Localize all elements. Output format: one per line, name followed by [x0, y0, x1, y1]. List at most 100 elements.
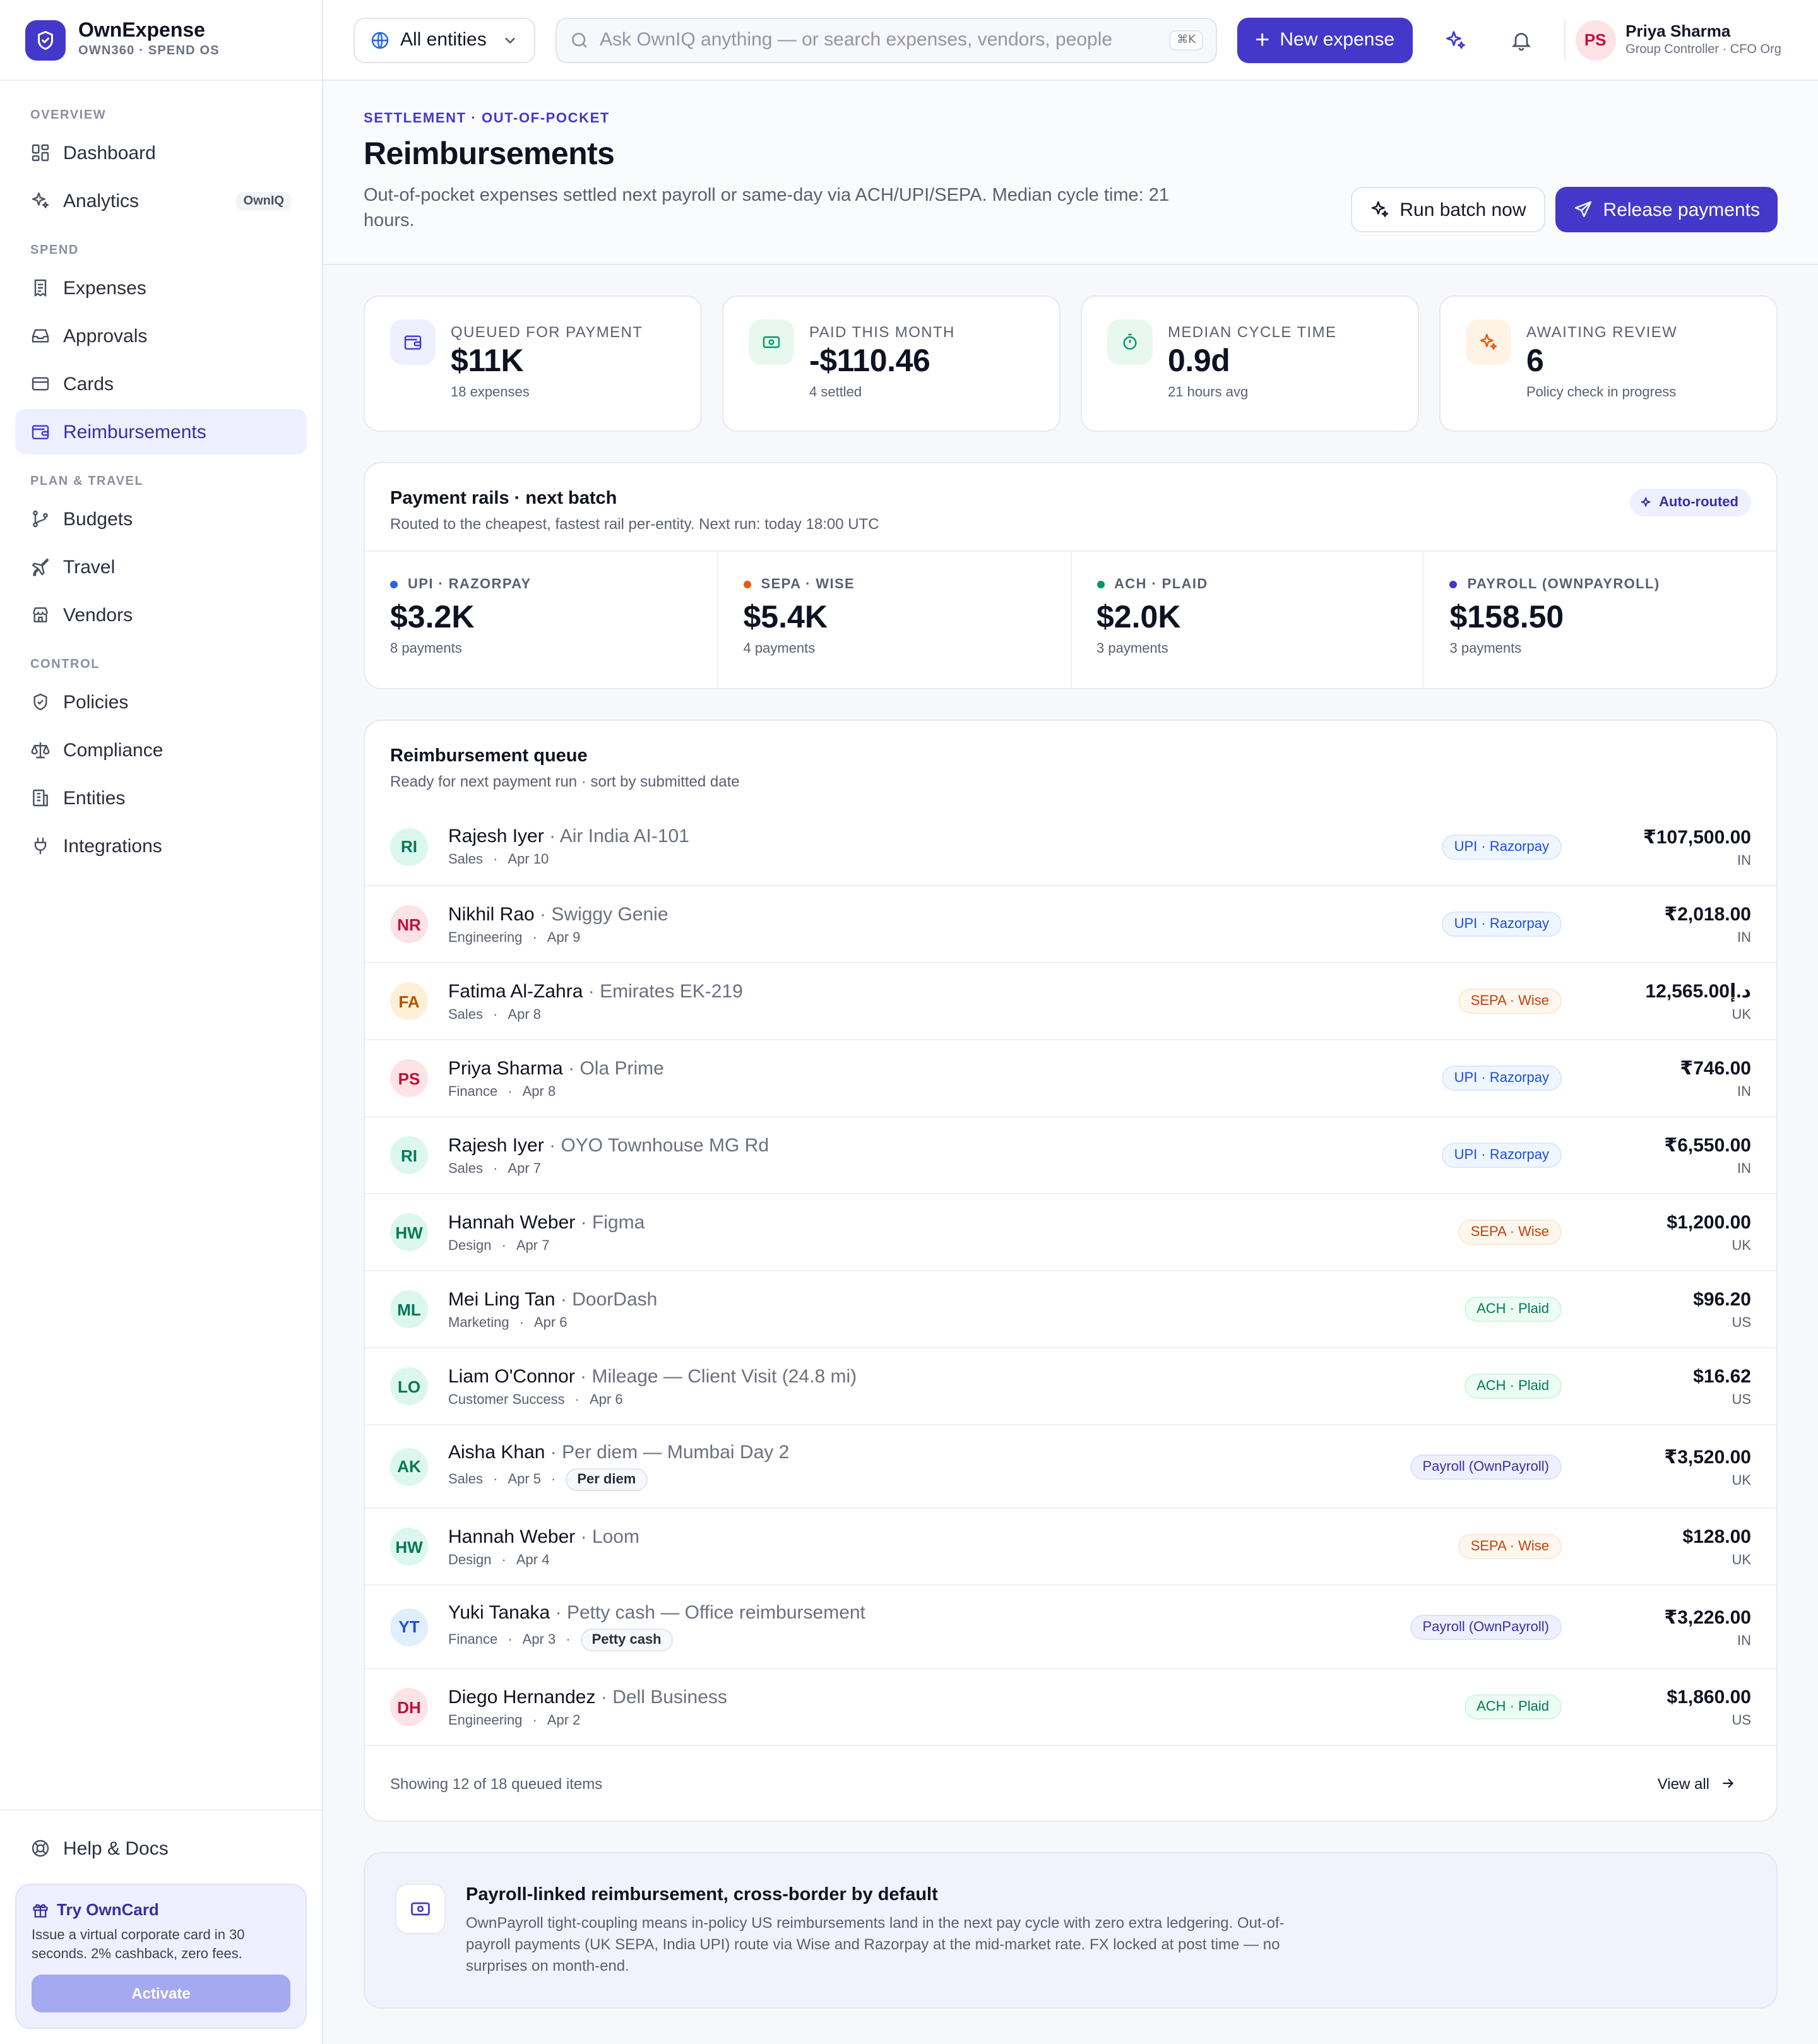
expense-description: Air India AI-101 — [559, 826, 689, 847]
row-amount: ₹746.00 IN — [1612, 1057, 1751, 1100]
table-row[interactable]: ML Mei Ling Tan · DoorDash Marketing · Apr 6… — [365, 1270, 1776, 1347]
sidebar-item-integrations[interactable]: Integrations — [15, 823, 307, 869]
wallet-icon — [30, 422, 50, 442]
submitted-date: Apr 5 — [508, 1472, 541, 1487]
sidebar-item-label: Policies — [63, 691, 129, 713]
row-title: Liam O'Connor · Mileage — Client Visit (… — [448, 1365, 1464, 1387]
department: Engineering — [448, 1713, 523, 1728]
table-row[interactable]: NR Nikhil Rao · Swiggy Genie Engineering · A… — [365, 885, 1776, 962]
brand[interactable]: OwnExpense OWN360 · SPEND OS — [0, 0, 322, 81]
wallet-icon — [390, 319, 436, 365]
expense-type-tag: Per diem — [566, 1468, 648, 1491]
search-shortcut: ⌘K — [1169, 30, 1203, 50]
employee-name: Aisha Khan — [448, 1442, 545, 1463]
employee-name: Mei Ling Tan — [448, 1288, 556, 1310]
table-row[interactable]: AK Aisha Khan · Per diem — Mumbai Day 2 Sa… — [365, 1424, 1776, 1507]
queue-count: Showing 12 of 18 queued items — [390, 1774, 603, 1792]
expense-description: Figma — [591, 1211, 645, 1233]
payment-rail-badge: ACH · Plaid — [1464, 1374, 1562, 1399]
row-details: Yuki Tanaka · Petty cash — Office reimbu… — [448, 1602, 1410, 1651]
row-title: Rajesh Iyer · OYO Townhouse MG Rd — [448, 1134, 1442, 1156]
sidebar-item-approvals[interactable]: Approvals — [15, 313, 307, 359]
search-input[interactable] — [600, 29, 1170, 51]
table-row[interactable]: HW Hannah Weber · Loom Design · Apr 4 SEPA · … — [365, 1507, 1776, 1584]
country-code: IN — [1737, 1162, 1751, 1177]
activate-button[interactable]: Activate — [32, 1975, 290, 2012]
amount-value: $96.20 — [1693, 1288, 1751, 1310]
sparkle-icon — [1444, 28, 1466, 51]
row-title: Rajesh Iyer · Air India AI-101 — [448, 826, 1442, 847]
owncard-promo: Try OwnCard Issue a virtual corporate ca… — [15, 1884, 307, 2029]
sidebar-item-reimbursements[interactable]: Reimbursements — [15, 409, 307, 455]
department: Design — [448, 1238, 492, 1253]
new-expense-button[interactable]: + New expense — [1237, 17, 1413, 62]
brand-subtitle: OWN360 · SPEND OS — [78, 44, 220, 57]
table-row[interactable]: YT Yuki Tanaka · Petty cash — Office reim… — [365, 1584, 1776, 1668]
row-details: Hannah Weber · Loom Design · Apr 4 — [448, 1526, 1458, 1567]
nav-section-label: CONTROL — [30, 658, 100, 672]
table-row[interactable]: LO Liam O'Connor · Mileage — Client Visit… — [365, 1347, 1776, 1424]
sidebar-item-budgets[interactable]: Budgets — [15, 496, 307, 542]
sidebar-item-label: Vendors — [63, 604, 133, 626]
sidebar-item-help[interactable]: Help & Docs — [15, 1826, 307, 1871]
submitted-date: Apr 6 — [533, 1315, 567, 1330]
rails-title: Payment rails · next batch — [390, 489, 617, 509]
sidebar-item-dashboard[interactable]: Dashboard — [15, 130, 307, 175]
row-meta: Finance · Apr 3 · Petty cash — [448, 1629, 1410, 1651]
table-row[interactable]: RI Rajesh Iyer · Air India AI-101 Sales · Ap… — [365, 808, 1776, 885]
table-row[interactable]: RI Rajesh Iyer · OYO Townhouse MG Rd Sales… — [365, 1116, 1776, 1193]
sidebar-item-policies[interactable]: Policies — [15, 679, 307, 725]
sidebar-item-label: Budgets — [63, 508, 133, 530]
brand-logo-icon — [25, 20, 66, 60]
row-title: Mei Ling Tan · DoorDash — [448, 1288, 1464, 1310]
row-meta: Design · Apr 7 — [448, 1238, 1458, 1253]
sidebar-item-cards[interactable]: Cards — [15, 361, 307, 407]
sidebar-item-travel[interactable]: Travel — [15, 544, 307, 590]
page-actions: Run batch now Release payments — [1350, 187, 1778, 232]
kpi-paid: PAID THIS MONTH -$110.46 4 settled — [722, 295, 1060, 432]
user-role: Group Controller · CFO Org — [1625, 42, 1781, 56]
banner-text: OwnPayroll tight-coupling means in-polic… — [466, 1914, 1285, 1975]
owniq-assistant-button[interactable] — [1432, 17, 1478, 62]
entity-selector[interactable]: All entities — [354, 17, 535, 62]
rails-subtitle: Routed to the cheapest, fastest rail per… — [390, 515, 879, 533]
payment-rail-badge: UPI · Razorpay — [1441, 834, 1562, 859]
row-title: Hannah Weber · Figma — [448, 1211, 1458, 1233]
run-batch-button[interactable]: Run batch now — [1350, 187, 1545, 232]
table-row[interactable]: FA Fatima Al-Zahra · Emirates EK-219 Sales… — [365, 962, 1776, 1039]
submitted-date: Apr 3 — [522, 1632, 556, 1648]
sidebar-item-entities[interactable]: Entities — [15, 775, 307, 821]
notifications-button[interactable] — [1498, 17, 1543, 62]
avatar: AK — [390, 1447, 428, 1485]
kpi-value: -$110.46 — [809, 343, 930, 379]
sidebar-item-label: Compliance — [63, 739, 163, 761]
sidebar-item-label: Reimbursements — [63, 421, 206, 443]
sidebar-item-expenses[interactable]: Expenses — [15, 265, 307, 311]
amount-value: ₹2,018.00 — [1664, 904, 1751, 925]
user-menu[interactable]: PS Priya Sharma Group Controller · CFO O… — [1575, 20, 1781, 60]
plug-icon — [30, 836, 50, 856]
kpi-cycle-time: MEDIAN CYCLE TIME 0.9d 21 hours avg — [1081, 295, 1419, 432]
employee-name: Hannah Weber — [448, 1526, 576, 1547]
search-bar[interactable]: ⌘K — [556, 17, 1217, 62]
row-title: Hannah Weber · Loom — [448, 1526, 1458, 1547]
scale-icon — [30, 740, 50, 760]
payment-rails-card: Payment rails · next batch Routed to the… — [364, 462, 1778, 689]
row-details: Liam O'Connor · Mileage — Client Visit (… — [448, 1365, 1464, 1407]
sidebar-item-compliance[interactable]: Compliance — [15, 727, 307, 773]
view-all-link[interactable]: View all — [1658, 1774, 1736, 1792]
country-code: UK — [1732, 1552, 1751, 1567]
title-separator: · — [595, 1686, 613, 1708]
table-row[interactable]: PS Priya Sharma · Ola Prime Finance · Apr 8 U… — [365, 1039, 1776, 1116]
sidebar-item-vendors[interactable]: Vendors — [15, 592, 307, 638]
table-row[interactable]: DH Diego Hernandez · Dell Business Enginee… — [365, 1668, 1776, 1745]
submitted-date: Apr 6 — [589, 1392, 623, 1407]
sidebar-item-analytics[interactable]: Analytics OwnIQ — [15, 178, 307, 223]
release-payments-button[interactable]: Release payments — [1555, 187, 1778, 232]
rail-label: ACH · PLAID — [1096, 577, 1398, 592]
card-icon — [30, 374, 50, 394]
avatar: DH — [390, 1688, 428, 1726]
rail-label: SEPA · WISE — [743, 577, 1045, 592]
payroll-info-banner: Payroll-linked reimbursement, cross-bord… — [364, 1852, 1778, 2009]
table-row[interactable]: HW Hannah Weber · Figma Design · Apr 7 SEPA ·… — [365, 1193, 1776, 1270]
